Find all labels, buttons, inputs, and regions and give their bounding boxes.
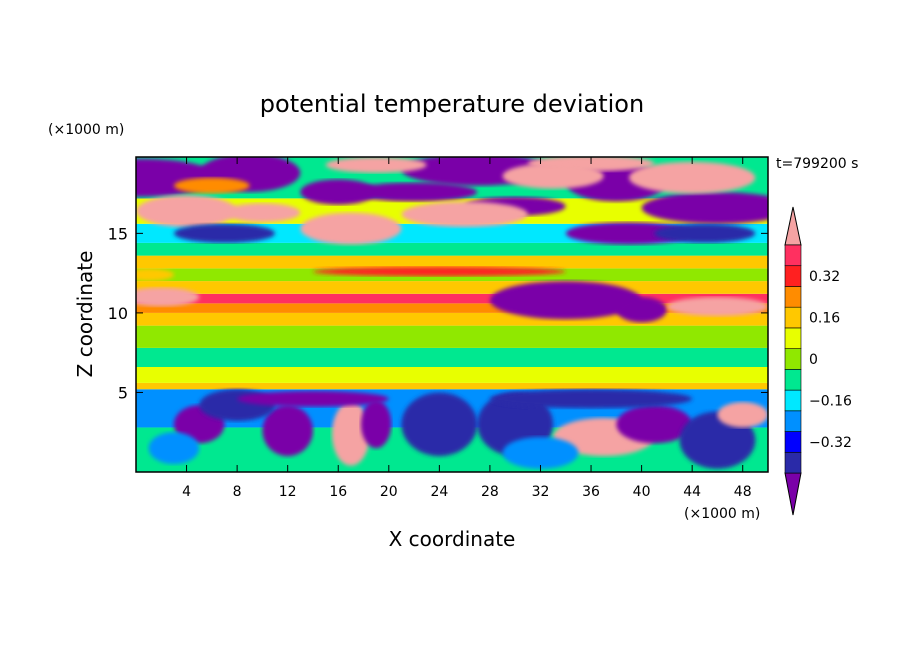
- field-layer: [136, 382, 768, 390]
- x-axis-label: X coordinate: [389, 527, 516, 551]
- colorbar-segment: [784, 410, 802, 432]
- colorbar-tick-label: −0.32: [809, 435, 852, 451]
- field-feature: [628, 161, 756, 194]
- field-feature: [136, 195, 238, 227]
- colorbar-segment: [784, 348, 802, 370]
- field-feature: [173, 223, 276, 243]
- x-tick-label: 8: [233, 484, 242, 500]
- field-feature: [401, 392, 478, 457]
- colorbar-segment: [784, 265, 802, 287]
- field-feature: [312, 266, 566, 277]
- y-units-label: (×1000 m): [48, 122, 124, 138]
- field-layer: [136, 303, 768, 313]
- colorbar-segment: [784, 389, 802, 412]
- heatmap-field: [136, 157, 768, 472]
- x-tick-label: 28: [481, 484, 499, 500]
- field-feature: [616, 405, 693, 444]
- y-tick-label: 15: [108, 224, 128, 243]
- field-feature: [350, 182, 478, 202]
- field-layer: [136, 281, 768, 294]
- y-tick-label: 5: [118, 383, 128, 402]
- plot-frame: [135, 156, 769, 473]
- field-feature: [360, 400, 392, 449]
- field-layer: [136, 325, 768, 348]
- x-tick-label: 24: [430, 484, 448, 500]
- field-feature: [300, 212, 402, 245]
- field-feature: [148, 432, 200, 465]
- colorbar-tick-label: 0.32: [809, 269, 840, 285]
- y-axis-label: Z coordinate: [73, 251, 97, 378]
- field-feature: [136, 268, 174, 282]
- y-axis: 5 10 15: [108, 224, 768, 402]
- colorbar-tick-label: −0.16: [809, 393, 852, 409]
- x-tick-label: 44: [683, 484, 701, 500]
- x-tick-label: 48: [734, 484, 752, 500]
- field-feature: [325, 157, 427, 173]
- time-label: t=799200 s: [776, 156, 858, 172]
- field-layer: [136, 242, 768, 256]
- field-feature: [331, 402, 370, 466]
- field-layer: [136, 255, 768, 269]
- chart-title: potential temperature deviation: [260, 90, 644, 118]
- field-feature: [616, 297, 667, 323]
- x-axis: 4 8 12 16 20 24 28 32 36 40 44 48: [182, 157, 752, 500]
- field-feature: [489, 281, 642, 320]
- field-feature: [641, 192, 768, 224]
- field-feature: [502, 437, 579, 469]
- field-layer: [136, 293, 768, 304]
- colorbar-segment: [784, 369, 802, 391]
- field-feature: [489, 389, 693, 409]
- field-feature: [136, 287, 200, 307]
- field-feature: [654, 223, 756, 243]
- x-tick-label: 12: [279, 484, 297, 500]
- colorbar-extend-top: [784, 206, 802, 246]
- x-tick-label: 32: [532, 484, 550, 500]
- x-tick-label: 40: [633, 484, 651, 500]
- colorbar-tick-label: 0: [809, 352, 818, 368]
- x-tick-label: 16: [329, 484, 347, 500]
- colorbar-extend-bottom: [784, 472, 802, 516]
- field-feature: [502, 163, 604, 189]
- x-tick-label: 20: [380, 484, 398, 500]
- x-tick-label: 36: [582, 484, 600, 500]
- y-tick-label: 10: [108, 304, 128, 323]
- field-feature: [224, 203, 301, 223]
- field-feature: [262, 405, 313, 457]
- colorbar: 0.32 0.16 0 −0.16 −0.32: [784, 206, 852, 516]
- field-feature: [300, 179, 377, 205]
- x-tick-label: 4: [182, 484, 191, 500]
- colorbar-segment: [784, 286, 802, 308]
- colorbar-segment: [784, 244, 802, 267]
- colorbar-segment: [784, 451, 802, 474]
- field-feature: [173, 177, 250, 194]
- colorbar-segment: [784, 431, 802, 453]
- colorbar-segment: [784, 327, 802, 349]
- x-units-label: (×1000 m): [684, 506, 760, 522]
- colorbar-segment: [784, 306, 802, 329]
- field-layer: [136, 347, 768, 367]
- field-feature: [717, 402, 768, 428]
- field-feature: [666, 297, 768, 317]
- field-feature: [237, 390, 389, 407]
- field-feature: [565, 222, 693, 245]
- field-feature: [401, 201, 528, 227]
- field-layer: [136, 312, 768, 326]
- colorbar-tick-label: 0.16: [809, 311, 840, 327]
- field-layer: [136, 367, 768, 383]
